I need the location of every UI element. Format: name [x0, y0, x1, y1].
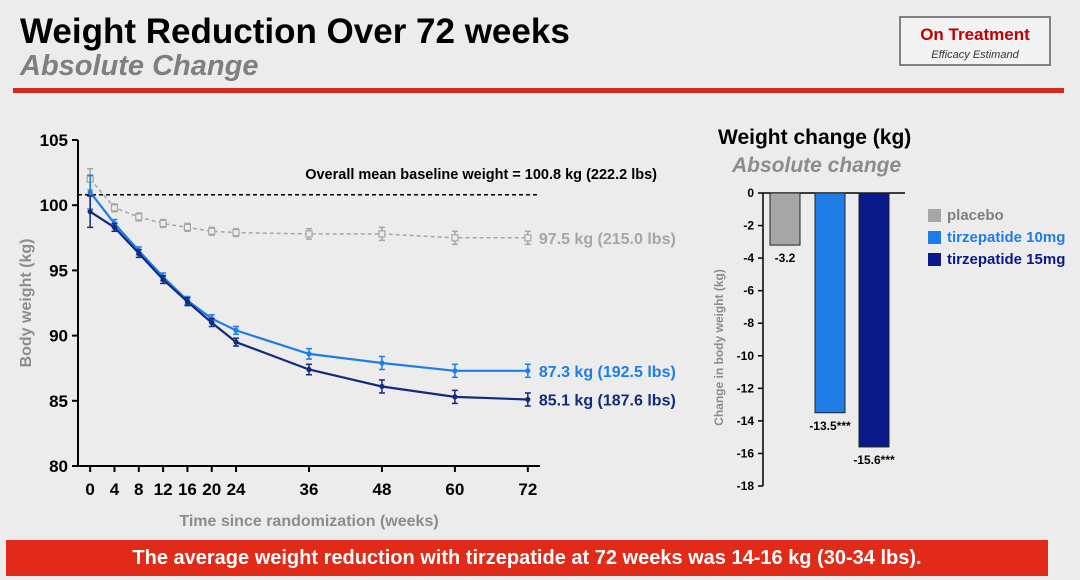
y-tick-label: 105: [40, 131, 68, 150]
y-tick-label: 80: [49, 457, 68, 476]
bar-y-axis-label: Change in body weight (kg): [712, 269, 726, 426]
data-point-placebo: [451, 234, 459, 242]
legend-label-tirzepatide-15mg: tirzepatide 15mg: [947, 250, 1066, 268]
data-point-tirzepatide-15mg: [87, 209, 93, 215]
header-red-rule: [13, 88, 1064, 93]
on-treatment-badge: On Treatment Efficacy Estimand: [899, 16, 1051, 66]
y-tick-label: 85: [49, 392, 68, 411]
data-point-placebo: [524, 234, 532, 242]
data-point-placebo: [110, 204, 119, 212]
data-point-placebo: [232, 228, 240, 237]
data-point-tirzepatide-15mg: [136, 250, 142, 257]
legend-label-placebo: placebo: [947, 206, 1004, 224]
data-point-tirzepatide-15mg: [160, 276, 166, 283]
bar-tirzepatide-15mg: [858, 192, 890, 448]
x-axis-label: Time since randomization (weeks): [179, 513, 438, 530]
legend-item-placebo: placebo: [928, 204, 1065, 226]
data-point-tirzepatide-15mg: [452, 394, 458, 400]
x-tick-label: 48: [372, 480, 391, 499]
bar-y-tick-label: -16: [737, 446, 755, 460]
bar-chart-subtitle: Absolute change: [732, 154, 902, 177]
data-point-tirzepatide-10mg: [452, 368, 458, 374]
legend-item-tirzepatide-10mg: tirzepatide 10mg: [928, 226, 1065, 248]
bar-placebo: [769, 192, 801, 246]
bar-y-tick-label: -10: [737, 349, 755, 363]
x-tick-label: 0: [85, 480, 94, 499]
summary-banner: The average weight reduction with tirzep…: [6, 540, 1048, 576]
bar-value-label-tirzepatide-15mg: -15.6***: [853, 453, 895, 467]
x-tick-label: 12: [154, 480, 173, 499]
legend-item-tirzepatide-15mg: tirzepatide 15mg: [928, 248, 1065, 270]
x-tick-label: 60: [445, 480, 464, 499]
legend-label-tirzepatide-10mg: tirzepatide 10mg: [947, 228, 1066, 246]
data-point-tirzepatide-15mg: [379, 383, 385, 390]
series-end-label-tirzepatide-15mg: 85.1 kg (187.6 lbs): [539, 392, 676, 409]
page-title: Weight Reduction Over 72 weeks: [20, 12, 570, 51]
series-end-label-tirzepatide-10mg: 87.3 kg (192.5 lbs): [539, 364, 676, 381]
y-tick-label: 95: [49, 261, 68, 280]
data-point-placebo: [208, 227, 216, 235]
data-point-placebo: [183, 223, 192, 231]
data-point-tirzepatide-10mg: [379, 360, 385, 366]
data-point-tirzepatide-15mg: [525, 396, 531, 403]
series-end-label-placebo: 97.5 kg (215.0 lbs): [539, 231, 676, 248]
x-tick-label: 16: [178, 480, 197, 499]
bar-chart-title: Weight change (kg): [718, 126, 912, 149]
bar-y-tick-label: -14: [737, 414, 755, 428]
y-tick-label: 100: [40, 196, 68, 215]
legend-swatch-placebo: [928, 208, 941, 222]
bar-value-label-placebo: -3.2: [775, 251, 796, 265]
data-point-tirzepatide-15mg: [233, 339, 239, 345]
data-point-tirzepatide-10mg: [233, 327, 239, 333]
data-point-tirzepatide-15mg: [306, 366, 312, 373]
data-point-placebo: [378, 230, 386, 238]
x-tick-label: 8: [134, 480, 143, 499]
data-point-tirzepatide-10mg: [87, 189, 93, 195]
data-point-placebo: [135, 213, 143, 221]
legend-swatch-tirzepatide-10mg: [928, 230, 941, 244]
x-tick-label: 24: [227, 480, 246, 499]
baseline-label: Overall mean baseline weight = 100.8 kg …: [305, 167, 657, 183]
x-tick-label: 72: [518, 480, 537, 499]
bar-y-tick-label: -12: [737, 381, 755, 395]
data-point-placebo: [159, 219, 167, 228]
series-line-placebo: [89, 178, 528, 239]
x-tick-label: 20: [202, 480, 221, 499]
bar-y-tick-label: -8: [743, 316, 754, 330]
bar-y-tick-label: -4: [743, 251, 754, 265]
badge-title: On Treatment: [920, 25, 1030, 44]
y-tick-label: 90: [49, 327, 68, 346]
bar-y-tick-label: -2: [743, 219, 754, 233]
data-point-tirzepatide-15mg: [184, 299, 191, 305]
bar-value-label-tirzepatide-10mg: -13.5***: [809, 419, 851, 433]
badge-subtitle: Efficacy Estimand: [931, 49, 1019, 61]
bar-tirzepatide-10mg: [814, 192, 846, 414]
data-point-tirzepatide-10mg: [306, 351, 312, 357]
data-point-placebo: [305, 230, 313, 238]
data-point-tirzepatide-15mg: [209, 319, 215, 326]
data-point-tirzepatide-15mg: [111, 224, 118, 230]
x-tick-label: 36: [300, 480, 319, 499]
bar-chart: 0 -2 -4 -6 -8 -10 -12 -14 -16 -18 Change in body w…: [712, 186, 905, 493]
legend-swatch-tirzepatide-15mg: [928, 252, 941, 266]
bar-y-tick-label: -18: [737, 479, 755, 493]
y-axis-label: Body weight (kg): [18, 239, 35, 368]
bar-y-tick-label: -6: [743, 284, 754, 298]
bar-y-tick-label: 0: [747, 186, 754, 200]
page-subtitle: Absolute Change: [20, 50, 259, 82]
data-point-tirzepatide-10mg: [525, 368, 531, 374]
bar-legend: placebo tirzepatide 10mg tirzepatide 15m…: [928, 204, 1065, 270]
x-tick-label: 4: [110, 480, 120, 499]
